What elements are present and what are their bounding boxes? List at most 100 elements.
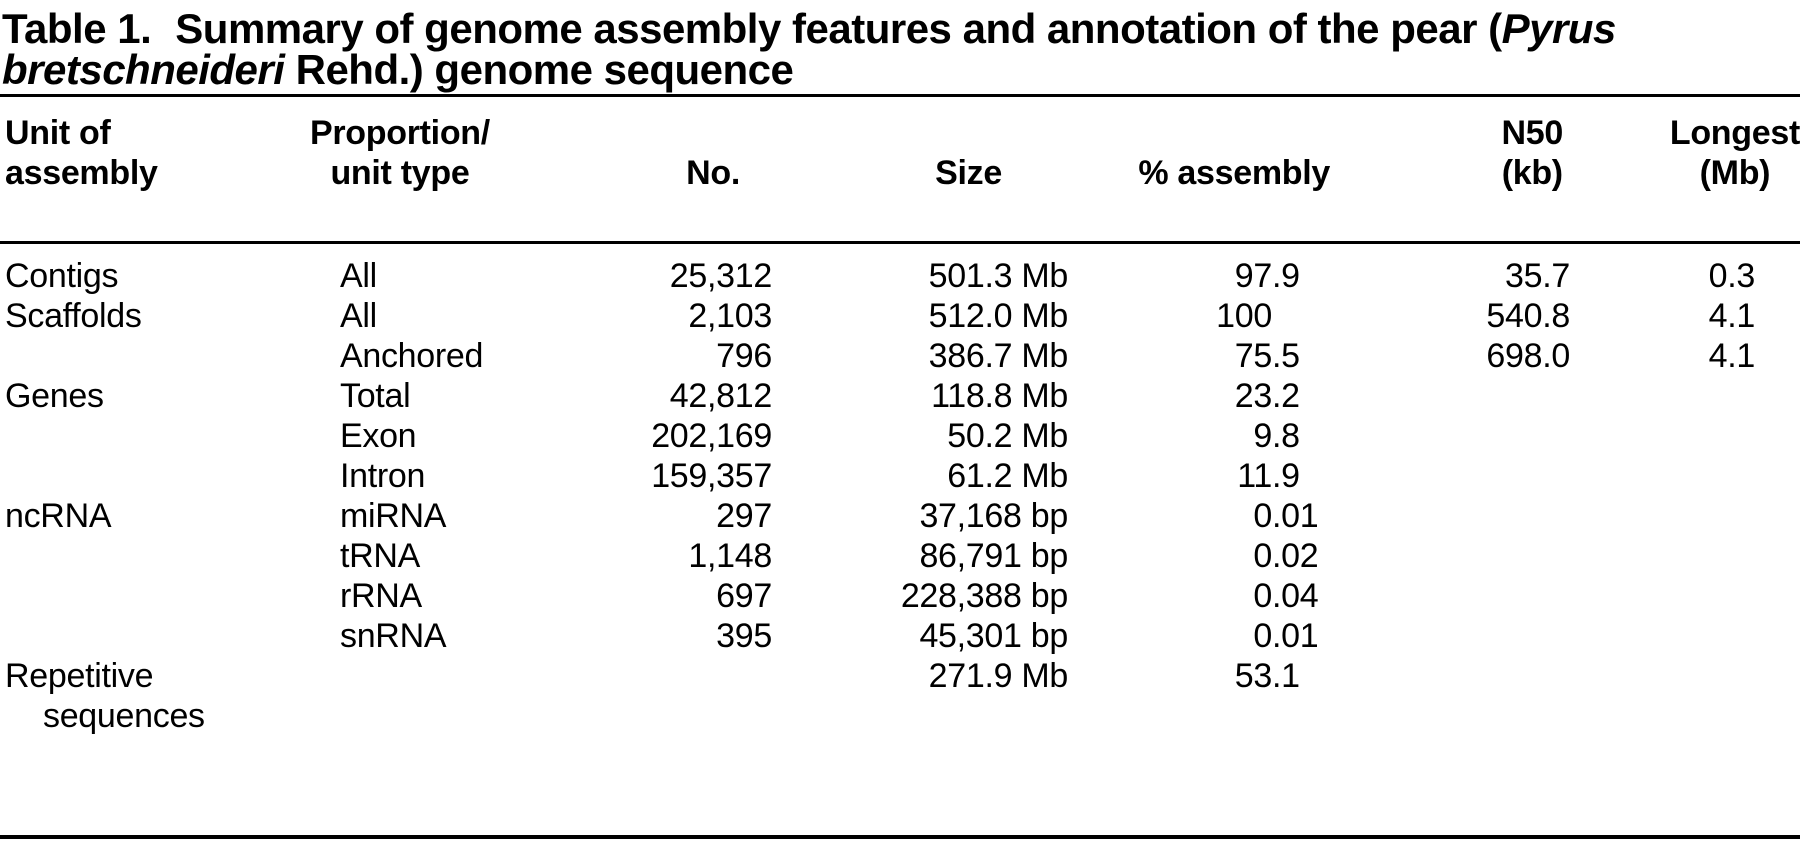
cell-unit: Repetitive sequences — [5, 657, 205, 735]
cell-no: 159,357 — [651, 457, 772, 495]
cell-pct: 75.5 — [1234, 337, 1300, 375]
cell-size: 50.2 Mb — [947, 417, 1068, 455]
cell-pct: 0.02 — [1253, 537, 1319, 575]
cell-longest — [1575, 656, 1800, 736]
table-row: tRNA 1,148 86,791 bp 0.02 — [0, 536, 1800, 576]
cell-size: 86,791 bp — [919, 537, 1068, 575]
cell-size: 228,388 bp — [900, 577, 1068, 615]
cell-pct: 9.8 — [1253, 417, 1300, 455]
cell-pct: 97.9 — [1234, 257, 1300, 295]
cell-size: 118.8 Mb — [931, 377, 1068, 415]
cell-size: 512.0 Mb — [928, 297, 1069, 335]
cell-size: 501.3 Mb — [928, 257, 1069, 295]
cell-longest — [1575, 576, 1800, 616]
cell-type: Intron — [340, 457, 426, 495]
cell-pct: 0.01 — [1253, 497, 1319, 535]
table-row: Repetitive sequences 271.9 Mb 53.1 — [0, 656, 1800, 736]
cell-size: 271.9 Mb — [928, 657, 1069, 695]
table-row: Scaffolds All 2,103 512.0 Mb 100 540.8 4.1 — [0, 296, 1800, 336]
cell-size: 45,301 bp — [919, 617, 1068, 655]
cell-n50 — [1330, 456, 1575, 496]
table-row: Intron 159,357 61.2 Mb 11.9 — [0, 456, 1800, 496]
cell-n50 — [1330, 496, 1575, 536]
title-text-after-species: Rehd.) genome sequence — [284, 46, 794, 93]
cell-no: 697 — [716, 577, 772, 615]
table-row: Genes Total 42,812 118.8 Mb 23.2 — [0, 376, 1800, 416]
bottom-rule — [0, 835, 1800, 839]
cell-n50 — [1330, 376, 1575, 416]
cell-type: Anchored — [340, 337, 484, 375]
cell-no: 42,812 — [669, 377, 773, 415]
cell-n50 — [1330, 616, 1575, 656]
cell-longest — [1575, 376, 1800, 416]
cell-no: 2,103 — [688, 297, 772, 335]
cell-longest: 4.1 — [1708, 297, 1756, 335]
table-body: Contigs All 25,312 501.3 Mb 97.9 35.7 0.3 Scaff… — [0, 243, 1800, 737]
cell-longest: 4.1 — [1708, 337, 1756, 375]
cell-pct: 11.9 — [1237, 457, 1300, 495]
table-row: snRNA 395 45,301 bp 0.01 — [0, 616, 1800, 656]
cell-pct: 0.04 — [1253, 577, 1319, 615]
cell-longest — [1575, 616, 1800, 656]
cell-unit — [0, 576, 305, 616]
top-rule — [0, 94, 1800, 97]
column-header-type: Proportion/unit type — [305, 97, 560, 244]
cell-unit: Contigs — [5, 257, 119, 295]
cell-unit — [0, 336, 305, 376]
cell-n50 — [1330, 576, 1575, 616]
cell-type: All — [340, 257, 377, 295]
title-text-before-species: Summary of genome assembly features and … — [175, 5, 1502, 52]
cell-no: 796 — [716, 337, 772, 375]
column-header-size: Size — [780, 97, 1080, 244]
column-header-n50: N50 (kb) — [1330, 97, 1575, 244]
cell-type: miRNA — [340, 497, 447, 535]
table-row: rRNA 697 228,388 bp 0.04 — [0, 576, 1800, 616]
cell-n50 — [1330, 536, 1575, 576]
cell-type: Exon — [340, 417, 417, 455]
cell-type — [305, 656, 560, 736]
column-header-unit: Unit of assembly — [0, 97, 305, 244]
cell-unit — [0, 536, 305, 576]
cell-n50 — [1330, 656, 1575, 736]
cell-unit: ncRNA — [5, 497, 112, 535]
cell-no: 202,169 — [651, 417, 772, 455]
species-name-part1: Pyrus — [1501, 5, 1617, 52]
cell-size: 61.2 Mb — [947, 457, 1068, 495]
table-row: Exon 202,169 50.2 Mb 9.8 — [0, 416, 1800, 456]
cell-n50 — [1330, 416, 1575, 456]
cell-longest — [1575, 536, 1800, 576]
cell-unit: Scaffolds — [5, 297, 142, 335]
cell-no: 1,148 — [688, 537, 772, 575]
cell-unit — [0, 456, 305, 496]
cell-longest — [1575, 496, 1800, 536]
cell-size: 386.7 Mb — [928, 337, 1069, 375]
header-row: Unit of assembly Proportion/unit type No. Si… — [0, 97, 1800, 244]
cell-type: tRNA — [340, 537, 421, 575]
table-row: Contigs All 25,312 501.3 Mb 97.9 35.7 0.3 — [0, 243, 1800, 297]
cell-unit — [0, 616, 305, 656]
cell-unit: Genes — [5, 377, 104, 415]
species-name-part2: bretschneideri — [2, 46, 285, 93]
table-number-label: Table 1. — [2, 5, 152, 52]
cell-size: 37,168 bp — [919, 497, 1068, 535]
column-header-longest: Longest (Mb) — [1575, 97, 1800, 244]
column-header-no: No. — [560, 97, 780, 244]
table-row: Anchored 796 386.7 Mb 75.5 698.0 4.1 — [0, 336, 1800, 376]
cell-type: rRNA — [340, 577, 422, 615]
cell-pct: 100 — [1216, 297, 1272, 335]
cell-n50: 35.7 — [1505, 257, 1570, 295]
cell-unit — [0, 416, 305, 456]
table-title: Table 1. Summary of genome assembly featu… — [0, 0, 1800, 93]
cell-longest — [1575, 416, 1800, 456]
cell-no: 25,312 — [669, 257, 773, 295]
cell-longest: 0.3 — [1708, 257, 1756, 295]
cell-pct: 0.01 — [1253, 617, 1319, 655]
cell-pct: 53.1 — [1234, 657, 1300, 695]
cell-no: 395 — [716, 617, 772, 655]
cell-no — [560, 656, 780, 736]
cell-n50: 540.8 — [1486, 297, 1570, 335]
genome-assembly-table: Unit of assembly Proportion/unit type No. Si… — [0, 97, 1800, 736]
cell-pct: 23.2 — [1234, 377, 1300, 415]
cell-longest — [1575, 456, 1800, 496]
